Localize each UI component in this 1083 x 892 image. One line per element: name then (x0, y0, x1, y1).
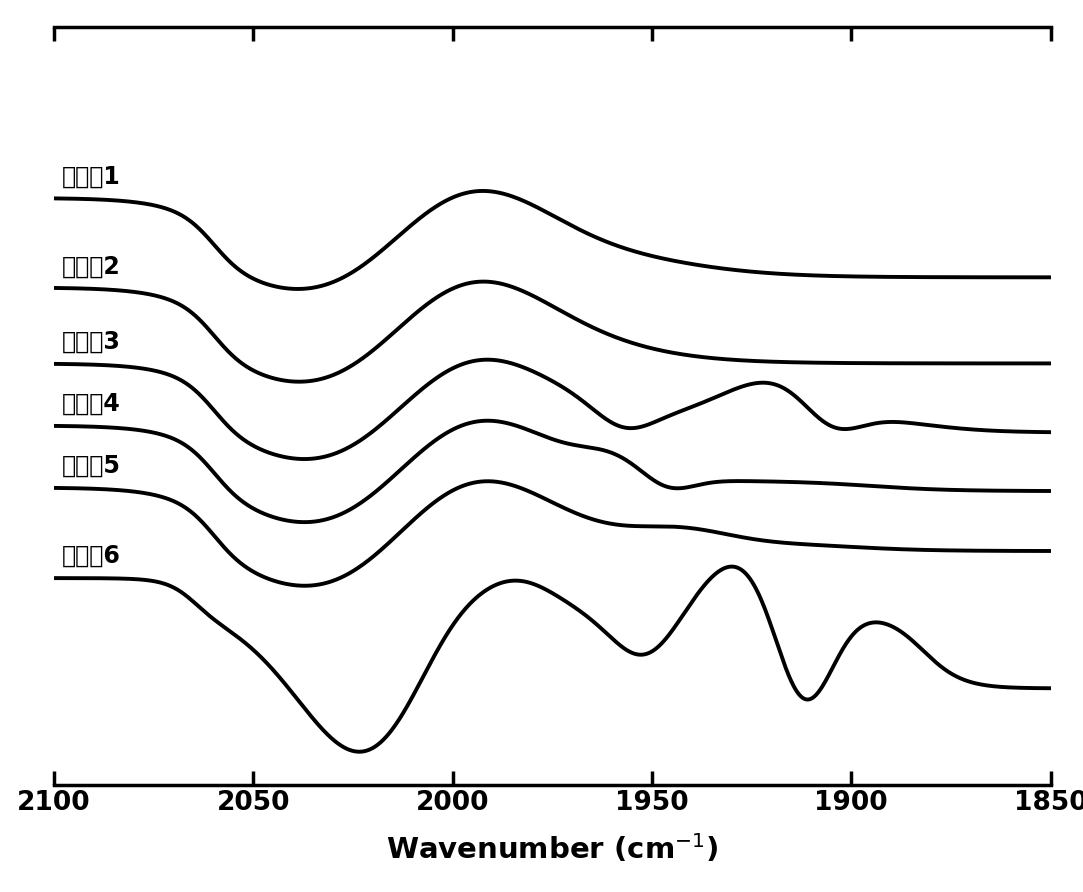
Text: 模拟特4: 模拟特4 (62, 392, 121, 417)
Text: 模拟特6: 模拟特6 (62, 544, 121, 568)
Text: 模拟特1: 模拟特1 (62, 165, 121, 189)
Text: 模拟特5: 模拟特5 (62, 454, 121, 478)
X-axis label: Wavenumber (cm$^{-1}$): Wavenumber (cm$^{-1}$) (387, 832, 718, 865)
Text: 模拟特2: 模拟特2 (62, 254, 121, 278)
Text: 模拟特3: 模拟特3 (62, 330, 121, 354)
